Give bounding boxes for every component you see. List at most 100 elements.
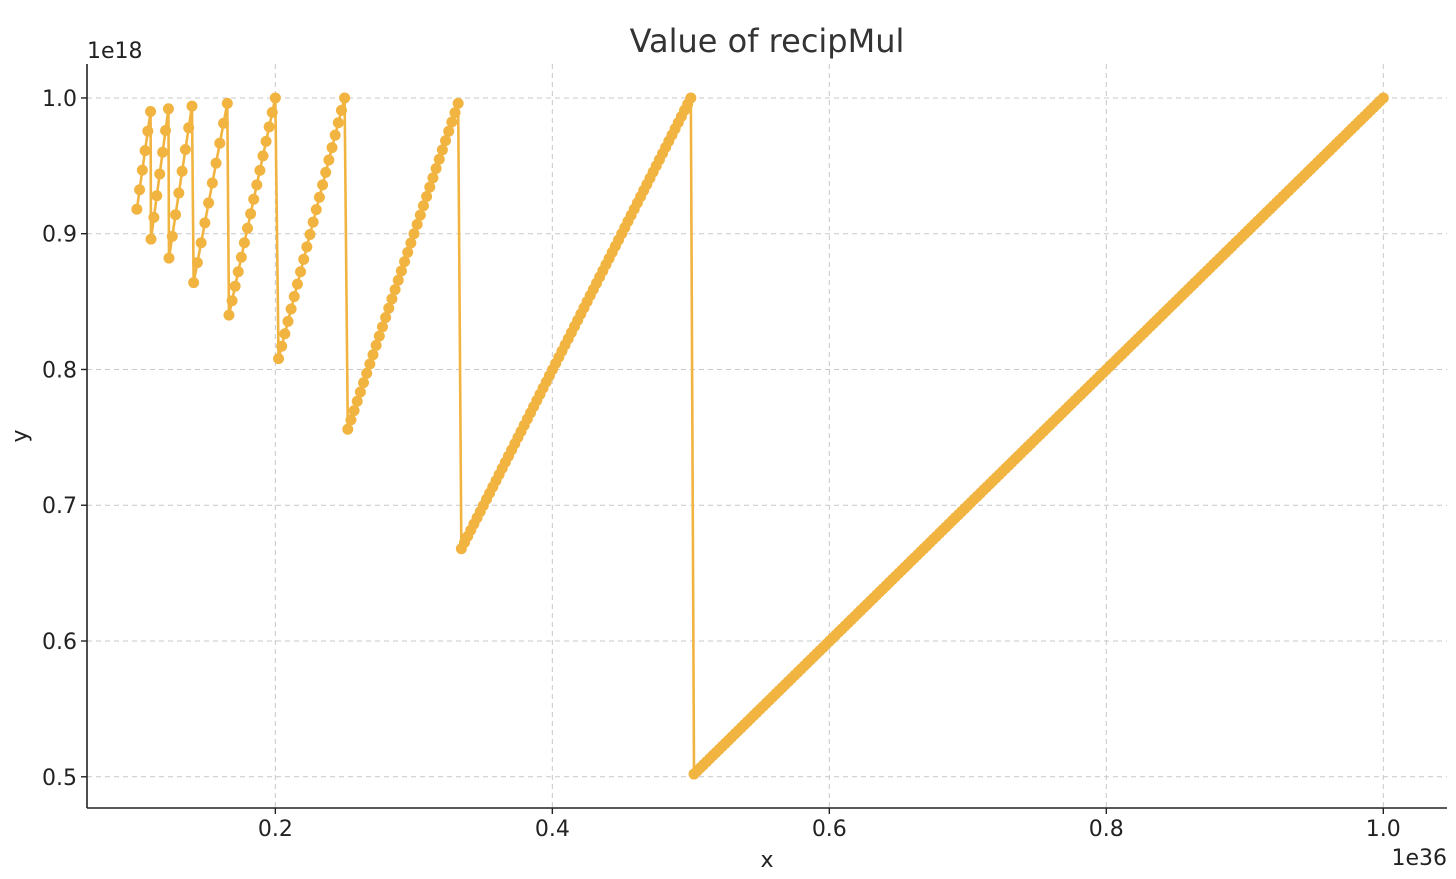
data-point	[186, 100, 198, 112]
data-point	[298, 253, 310, 265]
data-point	[342, 423, 354, 435]
data-point	[157, 146, 169, 158]
x-tick-label: 1.0	[1366, 817, 1401, 842]
x-axis-label: x	[760, 848, 773, 873]
data-point	[160, 125, 172, 137]
data-point	[358, 377, 370, 389]
data-point	[370, 339, 382, 351]
data-point	[424, 181, 436, 193]
data-point	[173, 187, 185, 199]
data-point	[242, 222, 254, 234]
data-point	[436, 144, 448, 156]
data-point	[326, 142, 338, 154]
data-point	[427, 172, 439, 184]
data-point	[364, 358, 376, 370]
y-tick-label: 0.9	[42, 223, 77, 248]
data-point	[260, 135, 272, 147]
data-point	[266, 106, 278, 118]
x-tick-label: 0.4	[535, 817, 570, 842]
data-point	[310, 204, 322, 216]
data-point	[210, 157, 222, 169]
data-point	[307, 216, 319, 228]
y-tick-label: 0.7	[42, 494, 77, 519]
data-point	[238, 237, 250, 249]
data-point	[218, 117, 230, 129]
data-point	[1377, 92, 1389, 104]
data-point	[685, 92, 697, 104]
data-point	[348, 405, 360, 417]
data-point	[433, 153, 445, 165]
x-offset-label: 1e36	[1391, 846, 1447, 871]
data-point	[179, 144, 191, 156]
data-point	[251, 179, 263, 191]
data-point	[408, 228, 420, 240]
data-point	[273, 353, 285, 365]
data-point	[199, 217, 211, 229]
data-point	[291, 278, 303, 290]
data-point	[317, 179, 329, 191]
data-point	[254, 164, 266, 176]
data-point	[183, 122, 195, 134]
data-point	[142, 125, 154, 137]
data-point	[354, 386, 366, 398]
data-point	[214, 137, 226, 149]
data-point	[188, 277, 200, 289]
x-tick-label: 0.8	[1089, 817, 1124, 842]
data-point	[320, 166, 332, 178]
data-point	[145, 106, 157, 118]
data-point	[226, 295, 238, 307]
chart-title: Value of recipMul	[630, 22, 905, 60]
data-point	[245, 208, 257, 220]
data-point	[163, 252, 175, 264]
data-point	[166, 230, 178, 242]
axes-layer	[86, 64, 1447, 809]
data-point	[351, 395, 363, 407]
data-point	[405, 237, 417, 249]
data-point	[417, 200, 429, 212]
y-tick-label: 0.5	[42, 766, 77, 791]
x-tick-label: 0.6	[812, 817, 847, 842]
data-point	[279, 328, 291, 340]
data-point	[414, 209, 426, 221]
data-point	[203, 197, 215, 209]
data-point	[151, 190, 163, 202]
data-point	[285, 303, 297, 315]
data-point	[440, 135, 452, 147]
data-point	[223, 309, 235, 321]
data-point	[263, 121, 275, 133]
data-point	[395, 265, 407, 277]
data-point	[430, 163, 442, 175]
data-point	[176, 165, 188, 177]
data-point	[421, 190, 433, 202]
data-point	[232, 266, 244, 278]
data-point	[373, 330, 385, 342]
data-point	[449, 107, 461, 119]
data-point	[282, 315, 294, 327]
data-point	[345, 414, 357, 426]
data-point	[446, 116, 458, 128]
data-point	[276, 340, 288, 352]
data-point	[229, 280, 241, 292]
data-point	[139, 145, 151, 157]
ticks-layer: 0.2 0.4 0.6 0.8 1.0 0.5 0.6 0.7 0.8 0.9 1.0	[42, 87, 1401, 842]
data-point	[206, 177, 218, 189]
data-point	[367, 349, 379, 361]
data-point	[257, 150, 269, 162]
data-point	[191, 257, 203, 269]
series-layer	[131, 92, 1389, 780]
data-point	[335, 104, 347, 116]
data-point	[323, 154, 335, 166]
data-point	[392, 274, 404, 286]
data-point	[162, 103, 174, 115]
data-point	[288, 291, 300, 303]
data-point	[145, 233, 157, 245]
data-point	[376, 321, 388, 333]
data-point	[411, 218, 423, 230]
data-point	[170, 209, 182, 221]
data-point	[452, 97, 464, 109]
x-tick-label: 0.2	[258, 817, 293, 842]
data-point	[248, 193, 260, 205]
data-point	[295, 266, 307, 278]
data-point	[148, 211, 160, 223]
